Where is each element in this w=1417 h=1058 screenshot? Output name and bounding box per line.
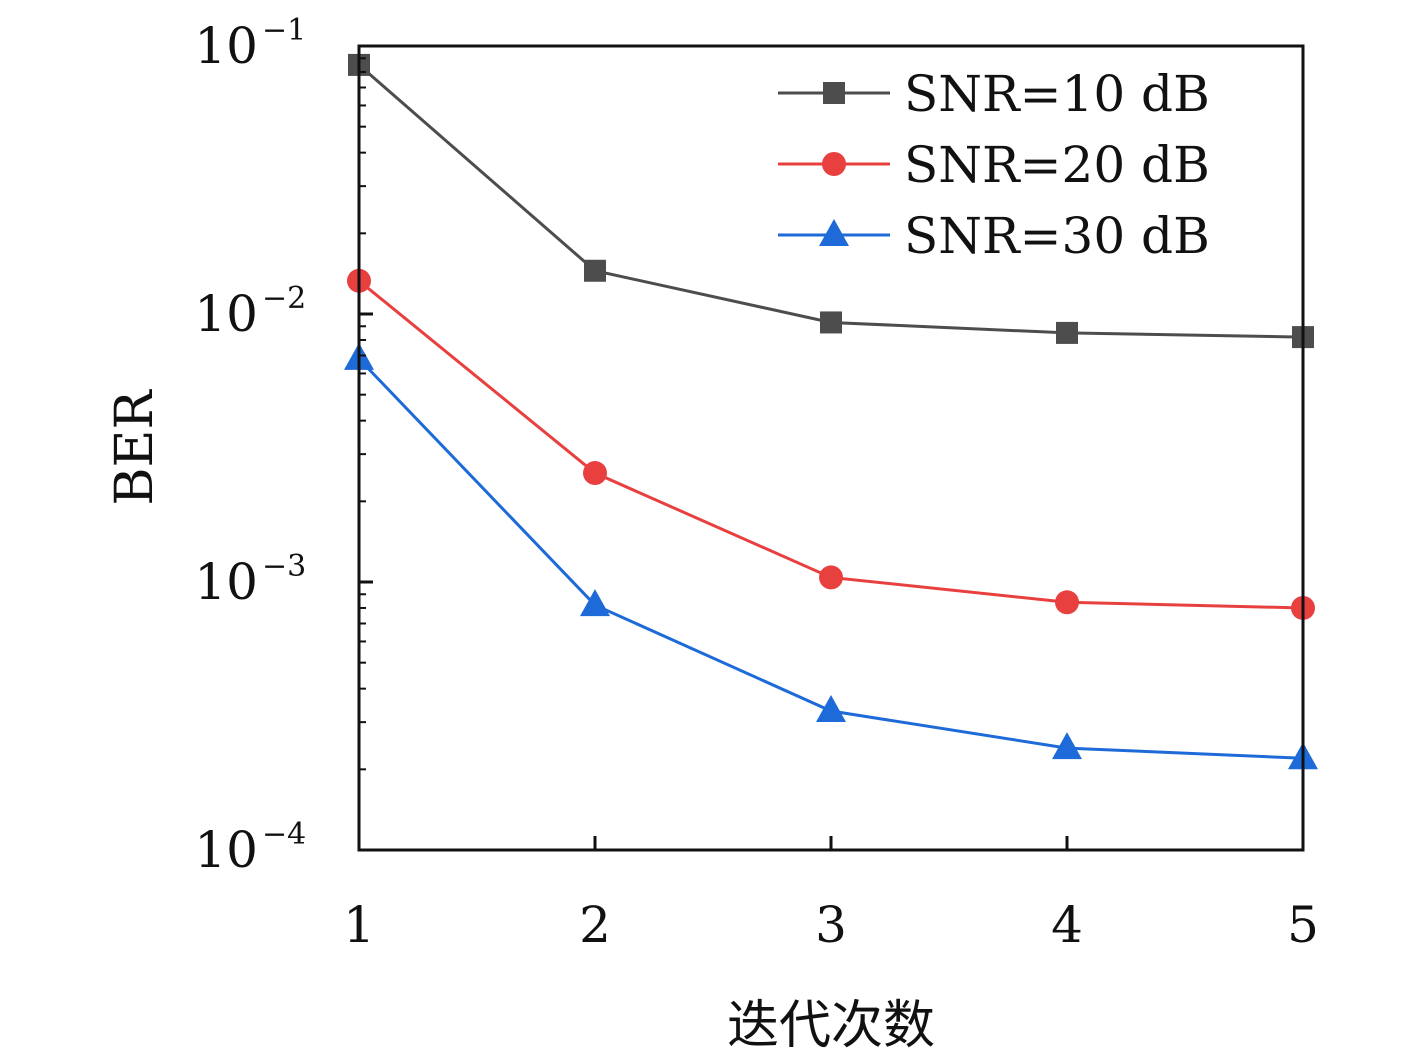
legend-label: SNR=20 dB xyxy=(904,136,1210,194)
legend-triangle-marker xyxy=(819,219,849,246)
x-tick-label: 5 xyxy=(1287,896,1319,954)
circle-marker xyxy=(819,565,843,590)
x-tick-label: 2 xyxy=(579,896,611,954)
y-tick-label-base: 10 xyxy=(194,821,258,879)
axis-ticks xyxy=(357,44,1305,852)
y-tick-label-exponent: −4 xyxy=(262,817,306,852)
legend: SNR=10 dB SNR=20 dB SNR=30 dB xyxy=(778,65,1210,265)
square-marker xyxy=(1056,321,1078,344)
triangle-marker xyxy=(1052,732,1082,760)
y-axis-title: BER xyxy=(105,388,165,505)
triangle-marker xyxy=(580,589,610,617)
x-tick-label: 4 xyxy=(1051,896,1083,954)
x-axis-title: 迭代次数 xyxy=(727,996,935,1056)
y-tick-label-exponent: −2 xyxy=(262,281,306,316)
circle-marker xyxy=(583,461,607,486)
plot-marks xyxy=(344,53,1318,770)
tick-labels: 10 −110 −210 −310 −41 2 3 4 5 xyxy=(194,13,1319,954)
x-tick-label: 1 xyxy=(343,896,375,954)
legend-label: SNR=10 dB xyxy=(904,65,1210,123)
y-tick-label-base: 10 xyxy=(194,17,258,75)
legend-label: SNR=30 dB xyxy=(904,207,1210,265)
legend-square-marker xyxy=(823,82,845,104)
square-marker xyxy=(820,311,842,334)
circle-marker xyxy=(1055,590,1079,615)
legend-circle-marker xyxy=(822,152,846,176)
x-tick-label: 3 xyxy=(815,896,847,954)
square-marker xyxy=(584,259,606,282)
y-tick-label-exponent: −1 xyxy=(262,13,306,48)
y-tick-label-base: 10 xyxy=(194,553,258,611)
y-tick-label-base: 10 xyxy=(194,285,258,343)
y-tick-label-exponent: −3 xyxy=(262,549,306,584)
triangle-marker xyxy=(816,695,846,723)
